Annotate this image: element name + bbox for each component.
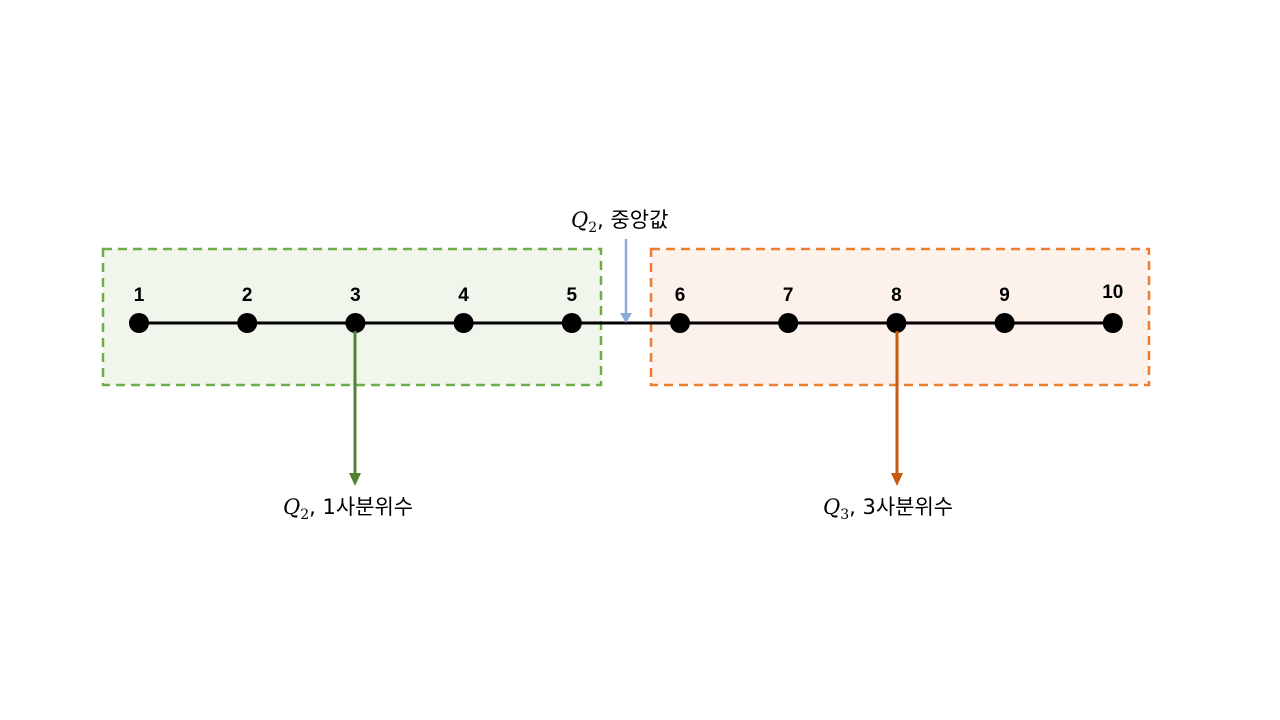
point-label-7: 7	[783, 285, 794, 306]
point-dot-1	[129, 313, 149, 333]
point-dot-5	[561, 313, 582, 333]
point-dot-3	[345, 313, 366, 333]
q3-label: Q3, 3사분위수	[823, 495, 953, 523]
point-label-8: 8	[891, 285, 902, 306]
point-label-1: 1	[134, 285, 145, 306]
point-label-5: 5	[567, 285, 578, 306]
point-dot-8	[886, 313, 907, 333]
q1-label: Q2, 1사분위수	[283, 495, 413, 523]
point-label-6: 6	[675, 285, 686, 306]
q1-arrow	[349, 331, 361, 486]
q3-arrow	[891, 331, 903, 486]
point-label-3: 3	[350, 285, 361, 306]
point-dot-6	[670, 313, 690, 333]
points-group: 1 2 3 4 5 6 7 8 9 10	[129, 282, 1123, 333]
median-label: Q2, 중앙값	[571, 208, 668, 236]
point-dot-7	[778, 313, 799, 333]
point-label-4: 4	[458, 285, 469, 306]
point-dot-10	[1102, 313, 1123, 333]
point-dot-4	[453, 313, 474, 333]
median-arrow	[620, 239, 632, 323]
point-dot-9	[994, 313, 1015, 333]
point-dot-2	[237, 313, 258, 333]
point-label-10: 10	[1102, 282, 1123, 303]
point-label-2: 2	[242, 285, 253, 306]
point-label-9: 9	[999, 285, 1010, 306]
